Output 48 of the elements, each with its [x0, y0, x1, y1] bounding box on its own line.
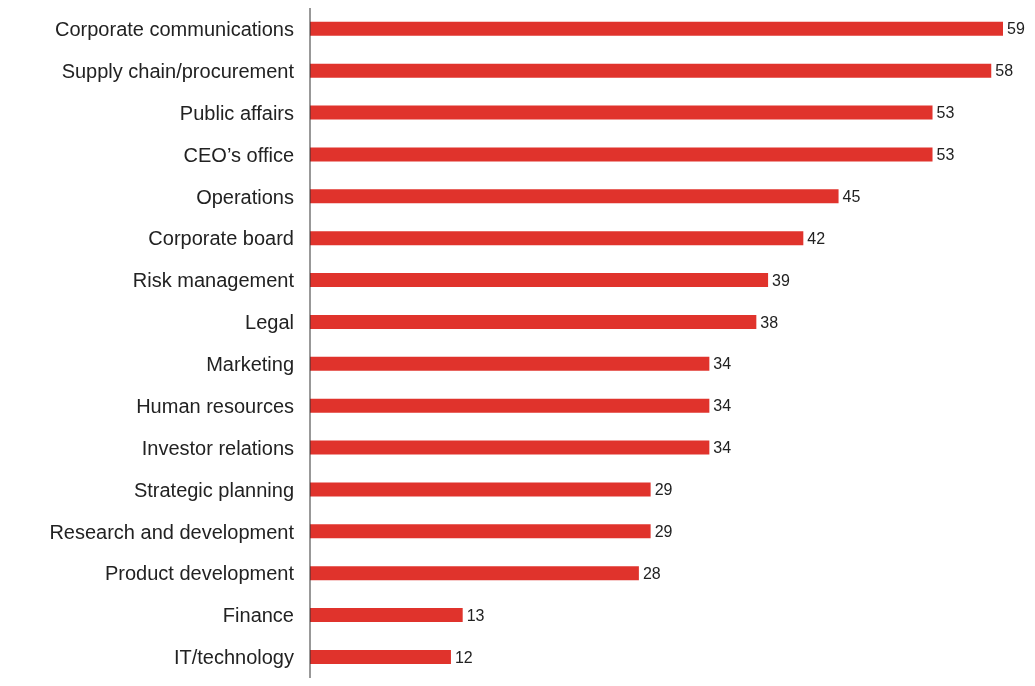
data-label: 58 — [995, 62, 1014, 80]
bar — [310, 63, 992, 78]
data-label: 13 — [466, 606, 485, 624]
y-tick-label: Operations — [196, 185, 294, 208]
y-tick-label: Corporate communications — [55, 18, 294, 41]
data-label: 34 — [713, 397, 732, 415]
bar — [310, 21, 1003, 36]
data-label: 53 — [936, 146, 955, 164]
data-label: 53 — [936, 104, 955, 122]
y-tick-label: Supply chain/procurement — [61, 59, 295, 82]
y-tick-label: Finance — [222, 604, 294, 627]
bar — [310, 440, 710, 455]
data-label: 59 — [1007, 20, 1025, 38]
y-tick-label: CEO’s office — [183, 143, 294, 166]
bar — [310, 189, 839, 204]
bar — [310, 482, 651, 497]
y-tick-label: Marketing — [206, 353, 294, 376]
data-label: 34 — [713, 439, 732, 457]
bar — [310, 356, 710, 371]
data-label: 42 — [807, 229, 826, 247]
data-label: 29 — [654, 523, 673, 540]
data-label: 12 — [454, 648, 473, 666]
bar — [310, 314, 757, 329]
bar — [310, 566, 639, 581]
data-label: 38 — [760, 313, 779, 331]
bar — [310, 231, 804, 246]
data-label: 39 — [772, 271, 790, 289]
data-label: 34 — [713, 355, 732, 373]
y-tick-label: Legal — [245, 311, 294, 334]
data-label: 28 — [642, 564, 661, 582]
bar — [310, 105, 933, 120]
y-tick-label: Public affairs — [179, 101, 294, 124]
bar — [310, 398, 710, 413]
y-tick-label: Research and development — [49, 520, 295, 543]
bar — [310, 147, 933, 162]
bar — [310, 649, 451, 664]
y-tick-label: IT/technology — [173, 646, 294, 669]
y-tick-label: Strategic planning — [133, 478, 294, 501]
bar — [310, 608, 463, 623]
bar — [310, 273, 769, 288]
bar — [310, 524, 651, 539]
data-label: 45 — [842, 188, 861, 205]
y-tick-label: Product development — [104, 562, 295, 585]
y-tick-label: Corporate board — [148, 227, 294, 250]
y-tick-label: Risk management — [132, 269, 295, 292]
y-tick-label: Human resources — [136, 394, 294, 417]
data-label: 29 — [654, 481, 673, 499]
y-tick-label: Investor relations — [141, 436, 294, 459]
